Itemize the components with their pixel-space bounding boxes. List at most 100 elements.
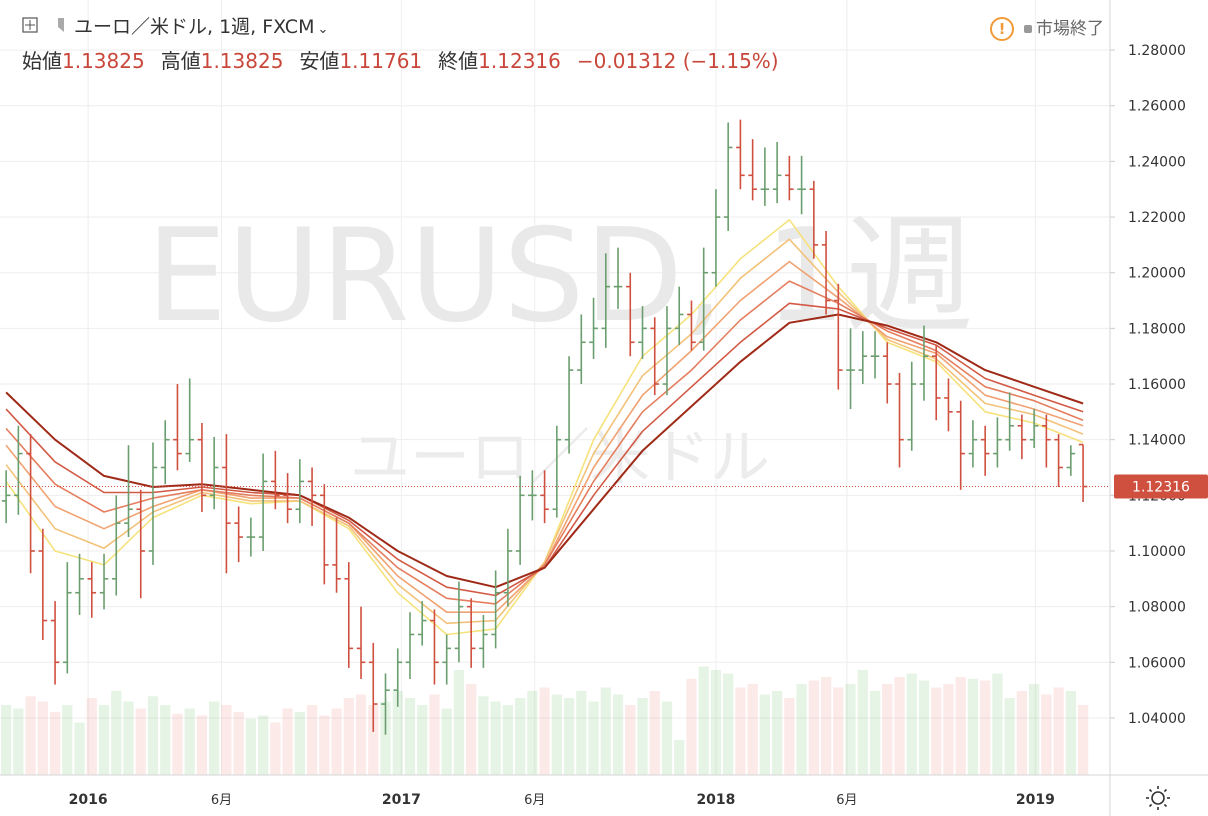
volume-bar (649, 691, 660, 775)
settings-icon[interactable] (1146, 786, 1170, 810)
volume-bar (1041, 694, 1052, 775)
x-tick-label: 2016 (69, 792, 108, 808)
volume-bar (869, 691, 881, 775)
volume-bar (943, 684, 954, 775)
volume-bar (698, 666, 709, 775)
volume-bar (784, 698, 795, 775)
volume-bar (490, 701, 501, 775)
y-tick-label: 1.10000 (1128, 544, 1186, 560)
volume-bar (306, 705, 318, 775)
volume-bar (331, 708, 342, 775)
moving-average-line (5, 280, 1084, 605)
y-tick-label: 1.28000 (1128, 43, 1186, 59)
volume-bar (759, 694, 771, 775)
volume-bar (221, 705, 232, 775)
volume-bar (771, 691, 783, 775)
volume-bar (747, 684, 758, 775)
volume-bar (380, 701, 391, 775)
volume-bar (111, 691, 122, 775)
volume-bar (686, 678, 697, 775)
volume-bar (894, 677, 905, 775)
volume-bar (527, 691, 538, 775)
volume-bar (172, 713, 183, 775)
volume-bar (466, 684, 477, 775)
x-tick-label: 6月 (211, 793, 232, 808)
volume-bar (74, 722, 85, 775)
y-tick-label: 1.18000 (1128, 321, 1186, 337)
volume-bar (478, 696, 489, 775)
volume-bar (882, 684, 893, 775)
volume-bar (967, 678, 979, 775)
volume-bar (576, 691, 587, 775)
volume-bar (845, 684, 856, 775)
volume-bar (735, 687, 746, 775)
volume-bar (319, 715, 330, 775)
volume-bar (209, 701, 220, 775)
moving-average-line (5, 238, 1084, 625)
volume-bar (184, 708, 195, 775)
y-tick-label: 1.14000 (1128, 433, 1186, 449)
x-tick-label: 2017 (382, 792, 421, 808)
volume-bar (1016, 691, 1028, 775)
volume-bar (86, 698, 97, 775)
volume-bar (637, 698, 648, 775)
volume-bar (245, 719, 257, 775)
y-tick-label: 1.22000 (1128, 210, 1186, 226)
watermark: EURUSD, 1週 (146, 202, 974, 351)
y-tick-label: 1.24000 (1128, 154, 1186, 170)
moving-average-line (5, 313, 1084, 589)
volume-bar (417, 705, 428, 775)
volume-bar (294, 712, 305, 775)
volume-bar (257, 715, 269, 775)
volume-bar (13, 708, 24, 775)
volume-bar (368, 705, 379, 775)
last-price-label: 1.12316 (1132, 480, 1190, 496)
volume-bar (453, 670, 465, 775)
volume-bar (49, 712, 61, 775)
volume-bar (820, 677, 832, 775)
volume-bar (612, 694, 624, 775)
volume-bar (392, 691, 403, 775)
volume-bar (1065, 691, 1076, 775)
x-tick-label: 2019 (1016, 792, 1055, 808)
volume-bar (0, 705, 12, 775)
volume-bar (539, 687, 550, 775)
y-tick-label: 1.04000 (1128, 711, 1186, 727)
volume-bar (625, 705, 636, 775)
volume-bar (808, 680, 819, 775)
volume-bar (135, 708, 146, 775)
volume-bar (98, 705, 110, 775)
volume-bar (233, 712, 244, 775)
watermark-sub: ユーロ／米ドル (350, 423, 770, 493)
volume-bar (661, 701, 673, 775)
volume-bar (955, 677, 966, 775)
volume-bar (25, 696, 36, 775)
volume-bar (1077, 705, 1089, 775)
volume-bar (147, 696, 159, 775)
volume-bar (551, 694, 562, 775)
volume-bar (404, 698, 416, 775)
volume-bar (563, 698, 575, 775)
volume-bar (1004, 698, 1015, 775)
y-tick-label: 1.08000 (1128, 600, 1186, 616)
last-price-box (1114, 474, 1208, 499)
volume-bar (857, 670, 868, 775)
volume-bar (918, 680, 930, 775)
volume-bar (502, 705, 514, 775)
volume-bar (833, 687, 844, 775)
volume-bar (588, 701, 599, 775)
y-tick-label: 1.26000 (1128, 99, 1186, 115)
volume-bar (355, 694, 367, 775)
volume-bar (710, 670, 722, 775)
volume-bar (980, 680, 991, 775)
volume-bar (270, 722, 281, 775)
volume-bar (343, 698, 354, 775)
volume-bar (600, 687, 611, 775)
volume-bar (906, 673, 917, 775)
volume-bar (429, 694, 440, 775)
y-tick-label: 1.16000 (1128, 377, 1186, 393)
x-tick-label: 6月 (836, 793, 857, 808)
y-tick-label: 1.06000 (1128, 655, 1186, 671)
volume-bar (674, 740, 685, 775)
